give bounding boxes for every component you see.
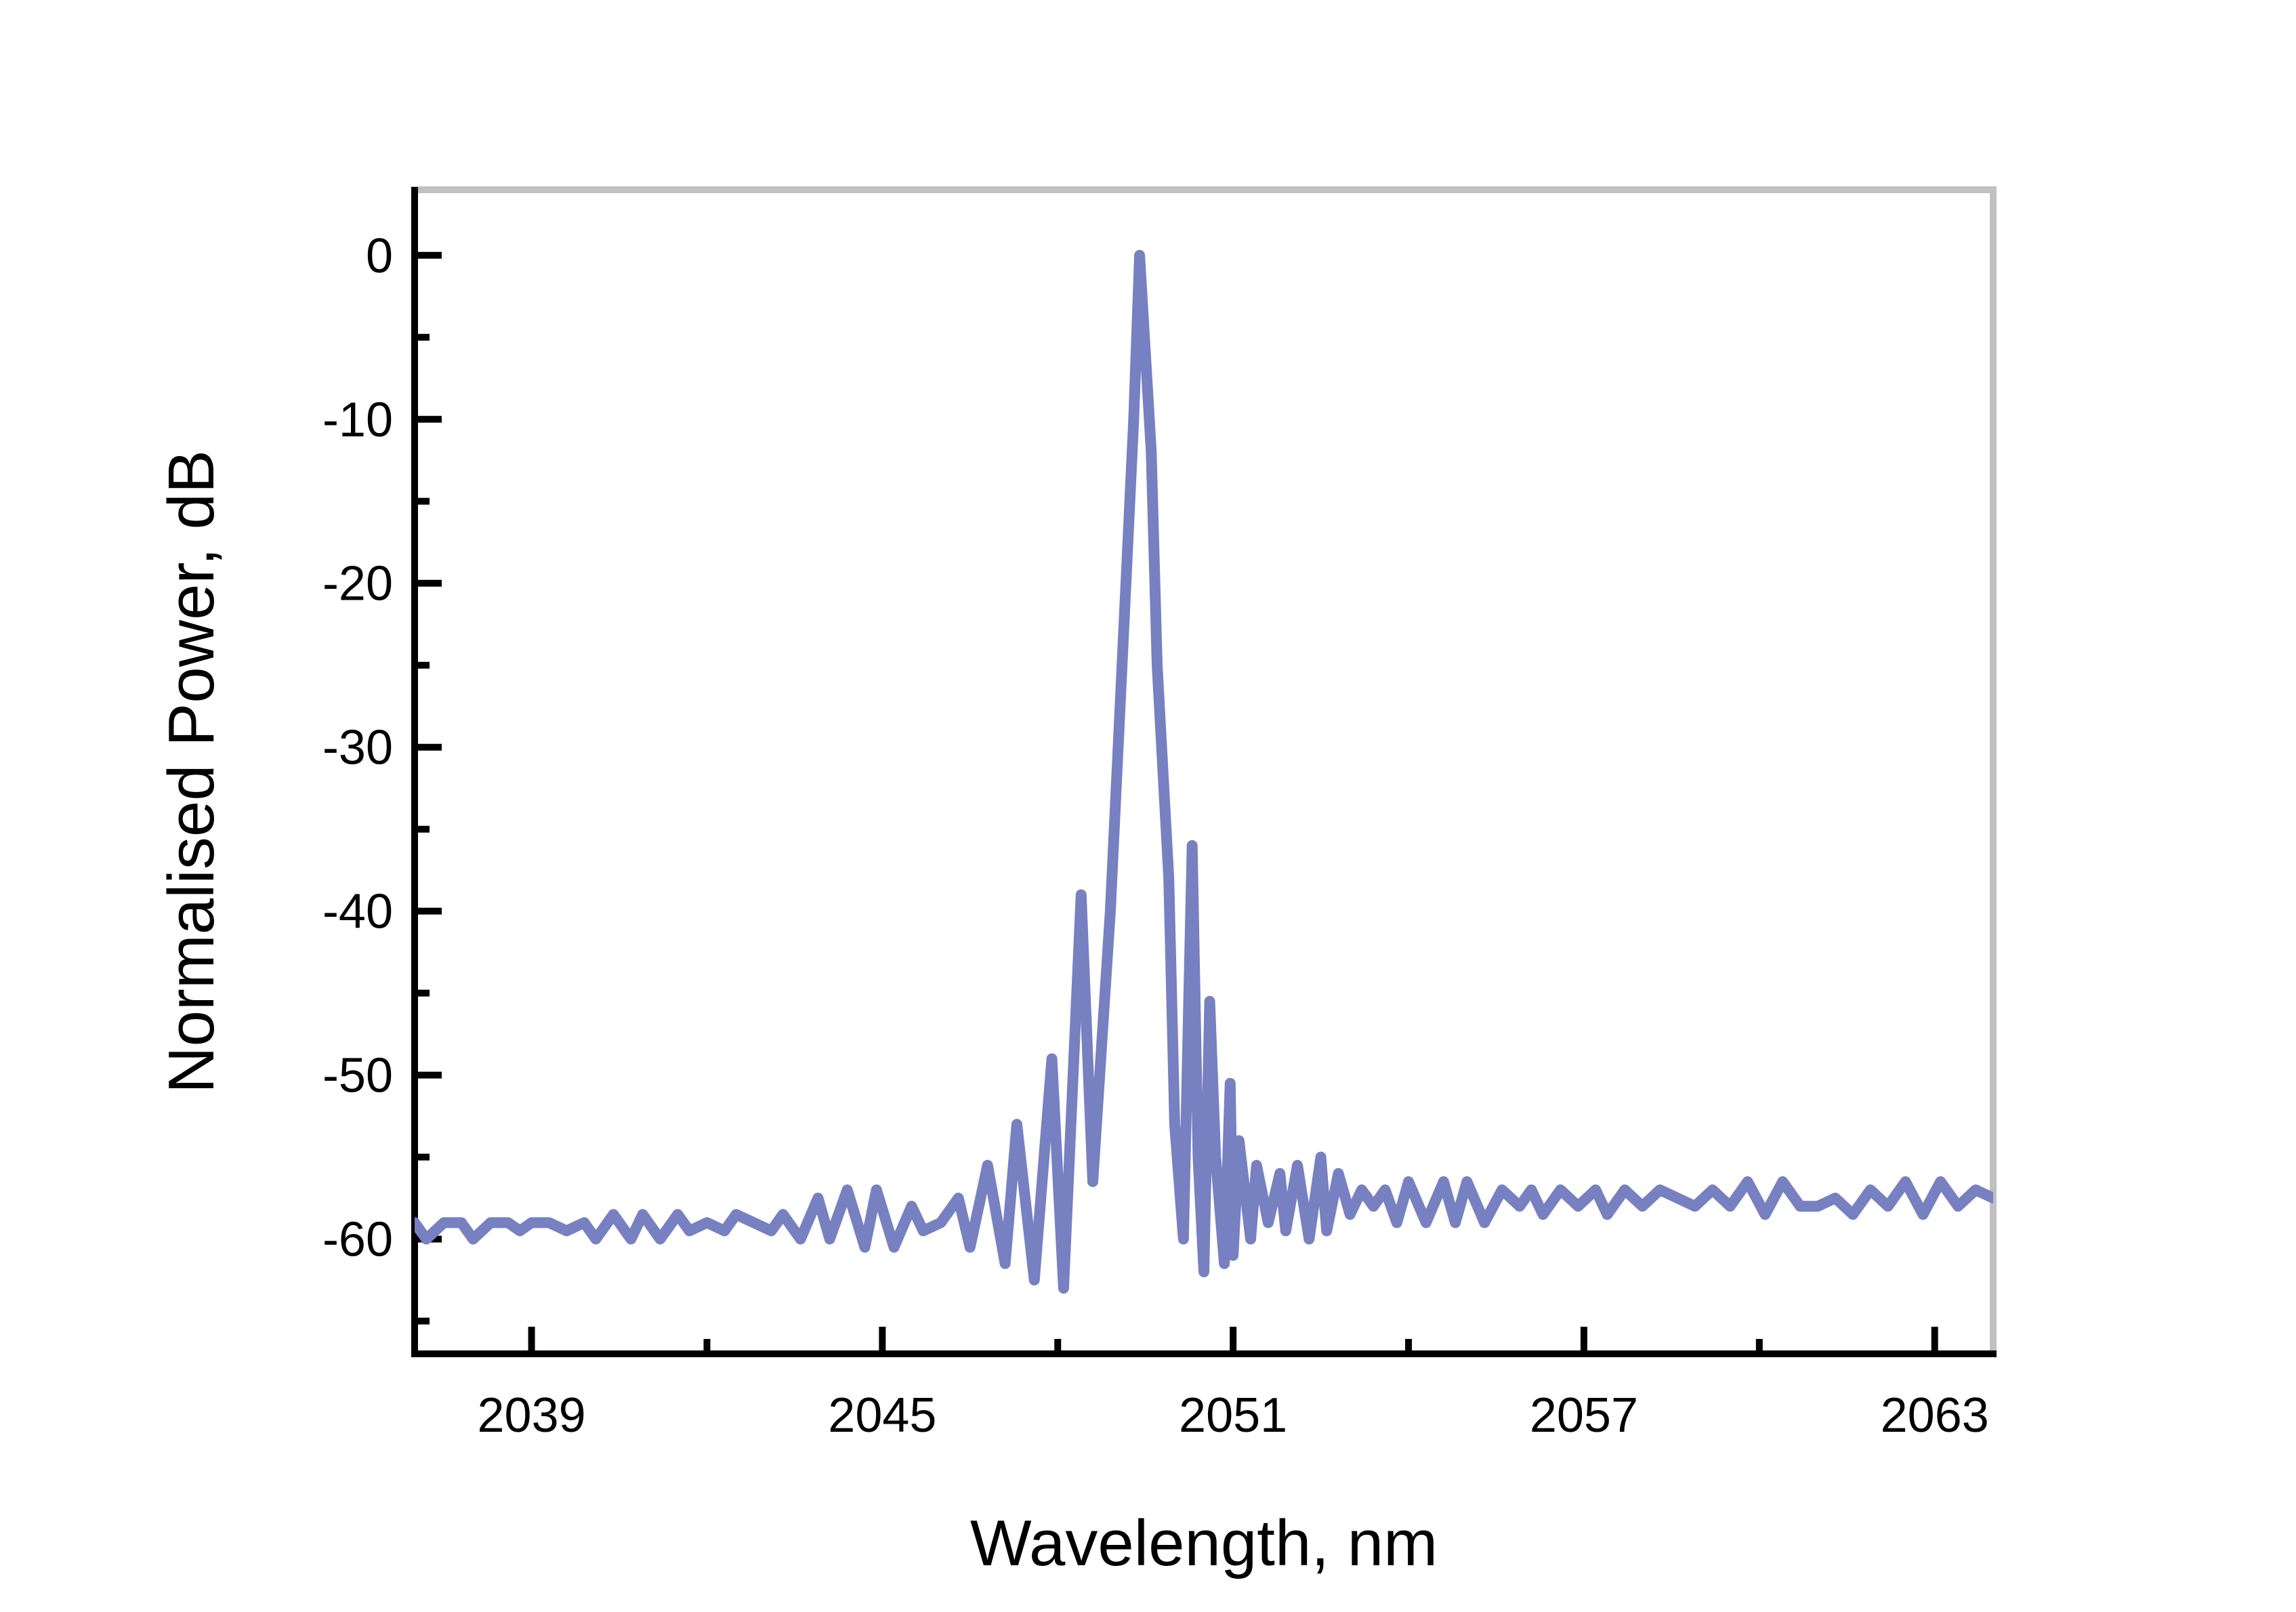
y-tick-label: -40	[322, 885, 393, 939]
x-tick-label: 2057	[1530, 1388, 1638, 1443]
x-tick-labels: 2039 2045 2051 2057 2063	[478, 1388, 1989, 1443]
x-axis-title: Wavelength, nm	[970, 1507, 1438, 1579]
y-tick-label: -10	[322, 393, 393, 447]
x-tick-label: 2051	[1179, 1388, 1287, 1443]
y-tick-labels: 0 -10 -20 -30 -40 -50 -60	[322, 229, 393, 1267]
x-tick-label: 2039	[478, 1388, 586, 1443]
y-tick-label: -20	[322, 557, 393, 611]
y-tick-label: -60	[322, 1213, 393, 1267]
y-tick-label: -50	[322, 1049, 393, 1103]
y-axis-title: Normalised Power, dB	[155, 450, 228, 1094]
x-tick-label: 2063	[1881, 1388, 1989, 1443]
y-tick-label: 0	[366, 229, 393, 283]
spectrum-line	[415, 249, 1993, 1294]
y-tick-label: -30	[322, 721, 393, 775]
x-tick-label: 2045	[828, 1388, 936, 1443]
axis-ticks	[415, 251, 1938, 1354]
